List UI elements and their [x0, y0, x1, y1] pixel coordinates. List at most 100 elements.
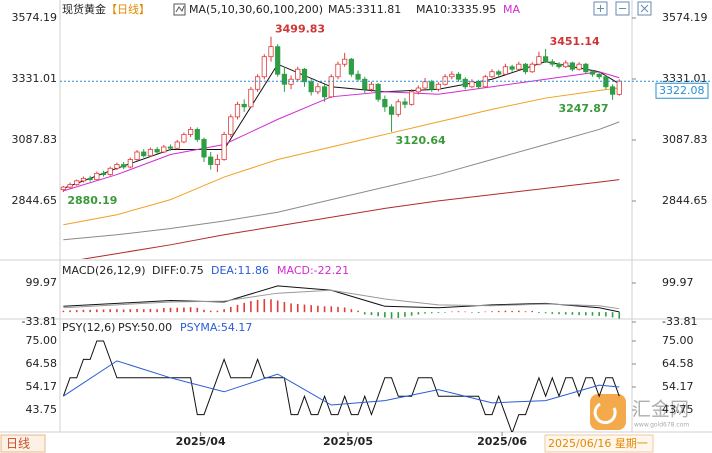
indicator-line [63, 121, 620, 241]
candle-body [114, 164, 120, 169]
candle-body [489, 71, 495, 78]
candle-body [402, 101, 408, 105]
candle-body [127, 159, 133, 168]
candle-body [174, 141, 180, 149]
indicator-icon-glyph [175, 5, 185, 13]
watermark-glyph [593, 402, 617, 425]
toolbar-glyph [640, 4, 649, 13]
candle-body [288, 78, 294, 85]
candle-body [375, 83, 381, 100]
candle-body [368, 83, 375, 90]
y-tick-label-left: 54.17 [26, 380, 58, 393]
candle-body [60, 186, 66, 191]
candle-body [194, 129, 200, 140]
candle-body [67, 184, 73, 188]
y-tick-label-right: 3331.01 [662, 72, 708, 85]
candle-body [301, 68, 308, 83]
ma-more-legend: MA [503, 3, 520, 16]
candle-body [87, 177, 93, 180]
candle-body [254, 76, 261, 90]
candle-body [429, 81, 435, 90]
candle-body [469, 81, 475, 88]
y-tick-label-right: 54.17 [662, 380, 694, 393]
candle-body [295, 68, 301, 80]
dea-legend: DEA:11.86 [211, 264, 269, 277]
indicator-line [62, 340, 620, 432]
candle-body [583, 63, 589, 73]
footer-period: 日线 [6, 437, 30, 451]
candle-body [281, 73, 287, 85]
candle-body [208, 156, 214, 165]
toolbar-button[interactable] [593, 1, 608, 16]
date-box [544, 434, 654, 453]
candle-body [589, 71, 596, 75]
price-plot [60, 36, 622, 259]
candle-body [221, 134, 227, 160]
candle-body [449, 73, 455, 78]
psy-legend: PSY:50.00 [118, 321, 172, 334]
candle-body [536, 56, 542, 65]
candle-body [342, 58, 348, 65]
y-tick-label-right: 64.58 [662, 357, 694, 370]
candle-body [261, 56, 267, 78]
candle-body [388, 106, 395, 115]
candle-body [188, 129, 194, 135]
candle-body [543, 56, 549, 63]
indicator-line [63, 71, 620, 192]
toolbar-button[interactable] [637, 1, 652, 16]
footer-date: 2025/06/16 星期一 [548, 437, 648, 450]
toolbar-button[interactable] [615, 1, 630, 16]
candle-body [476, 81, 482, 88]
watermark-url: www.gold678.com [634, 422, 689, 429]
candle-body [328, 76, 334, 98]
psy-title: PSY(12,6) [62, 321, 115, 334]
candle-body [161, 146, 167, 153]
candle-body [94, 172, 100, 180]
candle-body [181, 134, 187, 143]
candle-body [596, 73, 602, 78]
period-button[interactable] [0, 434, 46, 453]
candle-body [569, 62, 575, 70]
dif-legend: DIFF:0.75 [152, 264, 204, 277]
candle-body [268, 46, 274, 58]
candle-body [382, 98, 388, 108]
low-label: 3247.87 [558, 102, 608, 115]
candle-body [147, 149, 154, 157]
candle-body [576, 63, 582, 70]
y-tick-label-right: 3087.83 [662, 133, 708, 146]
candle-body [395, 101, 401, 115]
y-tick-label-left: 3331.01 [12, 72, 58, 85]
y-tick-label-right: -33.81 [662, 315, 697, 328]
candle-body [121, 164, 127, 168]
ma5-legend: MA5:3311.81 [328, 3, 401, 16]
indicator-icon[interactable] [173, 3, 186, 16]
candle-body [482, 76, 488, 88]
macd-plot [62, 285, 621, 319]
candle-body [455, 73, 462, 80]
candle-body [335, 63, 341, 78]
candle-body [529, 63, 535, 73]
candle-body [100, 172, 107, 175]
candle-body [415, 87, 421, 93]
candle-body [348, 58, 354, 75]
candle-body [234, 103, 241, 118]
y-tick-label-left: 3574.19 [12, 11, 58, 24]
candle-body [154, 149, 160, 153]
candle-body [509, 66, 515, 70]
candle-body [321, 86, 328, 98]
candle-body [355, 73, 361, 80]
candle-body [201, 139, 207, 158]
candle-body [616, 80, 622, 95]
y-tick-label-left: 75.00 [26, 334, 58, 347]
indicator-line [80, 179, 620, 259]
y-tick-label-right: 43.75 [662, 403, 694, 416]
indicator-line [63, 289, 620, 310]
macd-legend: MACD:-22.21 [277, 264, 349, 277]
candle-body [107, 167, 113, 175]
toolbar [593, 1, 652, 16]
indicator-line [63, 87, 620, 226]
candle-body [362, 78, 368, 90]
candle-body [496, 71, 502, 75]
watermark-name: 汇金网 [632, 399, 689, 421]
